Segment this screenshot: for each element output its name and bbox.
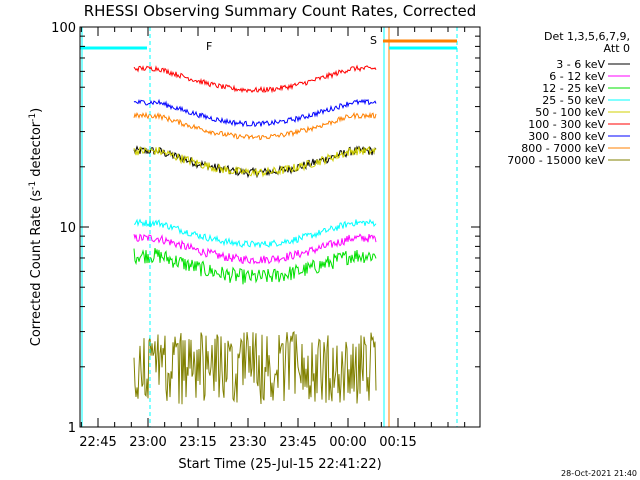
legend-header-line1: Det 1,3,5,6,7,9, [544, 30, 630, 43]
x-tick-label: 23:30 [229, 435, 266, 450]
flag-label: S [370, 34, 377, 47]
legend-entry-label: 300 - 800 keV [528, 130, 605, 143]
legend-entry-label: 3 - 6 keV [556, 58, 605, 71]
chart-title: RHESSI Observing Summary Count Rates, Co… [84, 2, 477, 20]
series-line [133, 218, 377, 248]
flag-label: F [206, 40, 212, 53]
x-axis: 22:45 23:00 23:15 23:30 23:45 00:00 00:15 [79, 27, 466, 450]
x-tick-label: 00:15 [379, 435, 416, 450]
y-axis-label: Corrected Count Rate (s-1 detector-1) [28, 108, 44, 346]
series-line [133, 145, 377, 178]
legend-entry-label: 100 - 300 keV [528, 118, 605, 131]
legend-entry-label: 7000 - 15000 keV [507, 154, 605, 167]
x-tick-label: 23:15 [179, 435, 216, 450]
legend-entry-label: 50 - 100 keV [535, 106, 605, 119]
series-line [133, 233, 377, 265]
legend-entry-label: 25 - 50 keV [542, 94, 605, 107]
y-tick-label: 1 [68, 421, 76, 436]
x-axis-label: Start Time (25-Jul-15 22:41:22) [178, 457, 381, 472]
series-line [133, 248, 377, 285]
x-tick-label: 23:00 [129, 435, 166, 450]
series-line [133, 111, 377, 141]
legend-entry-label: 800 - 7000 keV [521, 142, 605, 155]
y-axis: 1 10 100 [51, 21, 480, 436]
plot-frame [79, 26, 481, 428]
x-tick-label: 23:45 [279, 435, 316, 450]
series-line [133, 330, 377, 405]
series-line [133, 64, 377, 94]
legend-entry-label: 12 - 25 keV [542, 82, 605, 95]
x-tick-label: 22:45 [79, 435, 116, 450]
timestamp: 28-Oct-2021 21:40 [561, 469, 637, 478]
legend-header-line2: Att 0 [604, 42, 630, 55]
series-line [133, 98, 377, 128]
y-tick-label: 100 [51, 21, 76, 36]
x-tick-label: 00:00 [329, 435, 366, 450]
legend-entry-label: 6 - 12 keV [549, 70, 605, 83]
y-tick-label: 10 [59, 221, 76, 236]
